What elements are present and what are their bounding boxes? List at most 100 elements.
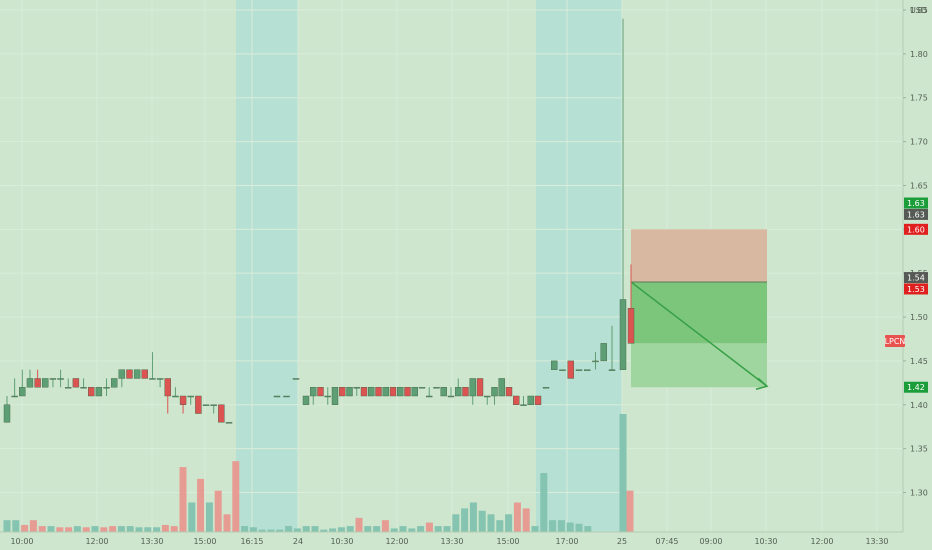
candle-body[interactable] [118, 369, 126, 379]
candle-body[interactable] [389, 387, 397, 397]
candle-body[interactable] [353, 387, 360, 389]
candle-body[interactable] [156, 378, 164, 380]
candle-body[interactable] [619, 299, 627, 370]
volume-bars [3, 414, 634, 532]
candle-body[interactable] [426, 395, 433, 398]
candle-body[interactable] [534, 395, 542, 405]
candle-body[interactable] [225, 422, 233, 424]
candle-body[interactable] [404, 387, 411, 397]
candle-body[interactable] [339, 387, 346, 397]
candle-body[interactable] [476, 378, 484, 397]
volume-bar [47, 526, 55, 532]
candle-body[interactable] [627, 308, 635, 344]
candle-body[interactable] [133, 369, 141, 379]
candle-body[interactable] [551, 360, 558, 370]
candle-body[interactable] [575, 369, 583, 371]
candlestick-series[interactable] [3, 18, 635, 424]
candle-body[interactable] [179, 395, 187, 405]
candle-body[interactable] [172, 395, 179, 398]
candle-body[interactable] [302, 395, 310, 405]
candle-body[interactable] [513, 395, 520, 405]
candle-body[interactable] [80, 387, 87, 389]
candle-body[interactable] [65, 387, 72, 389]
candle-body[interactable] [418, 387, 426, 389]
time-tick-label: 24 [293, 537, 303, 546]
candle-body[interactable] [360, 387, 368, 397]
time-tick-label: 17:00 [555, 537, 578, 546]
candle-body[interactable] [187, 395, 194, 398]
candle-body[interactable] [218, 404, 225, 423]
candle-body[interactable] [26, 378, 34, 388]
candle-body[interactable] [57, 378, 64, 380]
candle-body[interactable] [462, 387, 469, 397]
candle-body[interactable] [440, 387, 447, 397]
candle-body[interactable] [411, 387, 418, 397]
candle-body[interactable] [42, 378, 49, 388]
candle-body[interactable] [126, 369, 133, 379]
candle-body[interactable] [49, 378, 57, 380]
time-tick-label: 13:30 [140, 537, 163, 546]
candle-body[interactable] [567, 360, 574, 379]
candle-body[interactable] [202, 404, 210, 406]
volume-bar [478, 510, 486, 532]
candle-body[interactable] [292, 378, 300, 380]
candle-body[interactable] [195, 395, 202, 414]
candle-body[interactable] [103, 387, 110, 389]
candle-body[interactable] [484, 395, 491, 398]
candle-body[interactable] [324, 395, 331, 398]
candle-body[interactable] [592, 360, 599, 363]
candle-body[interactable] [559, 369, 566, 371]
candle-body[interactable] [95, 387, 103, 397]
time-axis[interactable]: 10:00 12:00 13:30 15:00 16:15 24 10:30 12:00 13:… [10, 537, 888, 546]
candle-body[interactable] [141, 369, 148, 379]
time-tick-label: 15:00 [496, 537, 519, 546]
candle-body[interactable] [11, 395, 18, 398]
volume-bar [496, 520, 504, 532]
candle-body[interactable] [210, 404, 217, 406]
profit-zone-remaining[interactable] [631, 343, 767, 388]
time-tick-label: 13:30 [440, 537, 463, 546]
candle-body[interactable] [19, 387, 26, 397]
candle-body[interactable] [310, 387, 317, 397]
candle-body[interactable] [149, 378, 156, 380]
volume-bar [425, 522, 433, 532]
candle-body[interactable] [498, 378, 505, 397]
profit-zone[interactable] [631, 281, 767, 344]
stop-loss-zone[interactable] [631, 229, 767, 282]
candle-body[interactable] [3, 404, 11, 423]
price-tick-label: 1.70 [910, 138, 928, 147]
candle-body[interactable] [72, 378, 80, 388]
candle-body[interactable] [283, 395, 290, 398]
candle-body[interactable] [88, 387, 95, 397]
candle-body[interactable] [520, 404, 527, 406]
candle-body[interactable] [34, 378, 41, 388]
short-position-tool[interactable] [630, 229, 769, 390]
candle-body[interactable] [397, 387, 404, 397]
candle-body[interactable] [447, 395, 455, 398]
candle-body[interactable] [600, 343, 607, 362]
candle-body[interactable] [317, 387, 324, 397]
candle-body[interactable] [505, 387, 513, 397]
candle-body[interactable] [491, 387, 498, 397]
volume-bar [21, 524, 29, 532]
candle-body[interactable] [375, 387, 382, 397]
candle-body[interactable] [346, 387, 353, 397]
candle-body[interactable] [368, 387, 375, 397]
candle-body[interactable] [110, 378, 118, 388]
candle-body[interactable] [273, 395, 281, 398]
candle-body[interactable] [433, 387, 440, 389]
candle-body[interactable] [584, 369, 591, 371]
candle-body[interactable] [455, 387, 462, 397]
candle-body[interactable] [382, 387, 389, 397]
candle-body[interactable] [542, 387, 550, 389]
volume-bar [205, 502, 213, 532]
candle-body[interactable] [527, 395, 534, 405]
symbol-badge[interactable]: LPCN [885, 335, 906, 347]
candle-body[interactable] [469, 378, 476, 397]
candle-body[interactable] [608, 369, 616, 371]
candle-body[interactable] [164, 378, 171, 397]
candle-body[interactable] [331, 387, 339, 405]
price-badge-bg [904, 272, 928, 284]
